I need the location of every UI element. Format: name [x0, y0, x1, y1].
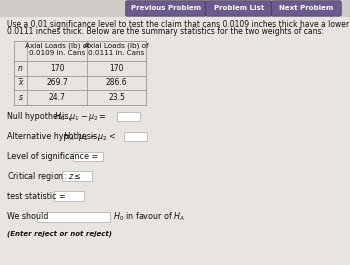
Text: 286.6: 286.6 — [106, 78, 127, 87]
Text: (Enter reject or not reject): (Enter reject or not reject) — [7, 231, 112, 237]
Text: $H_0$ in favour of $H_A$: $H_0$ in favour of $H_A$ — [113, 211, 185, 223]
Text: n: n — [18, 64, 23, 73]
Text: Previous Problem: Previous Problem — [131, 6, 201, 11]
Text: 0.0111 inches thick. Below are the summary statistics for the two weights of can: 0.0111 inches thick. Below are the summa… — [7, 26, 324, 36]
Text: 23.5: 23.5 — [108, 93, 125, 102]
Text: test statistic =: test statistic = — [7, 192, 66, 201]
Text: 170: 170 — [50, 64, 64, 73]
Text: Critical region: $z \leq$: Critical region: $z \leq$ — [7, 170, 82, 183]
Text: s: s — [19, 93, 23, 102]
Text: Next Problem: Next Problem — [279, 6, 333, 11]
Text: Use a 0.01 significance level to test the claim that cans 0.0109 inches thick ha: Use a 0.01 significance level to test th… — [7, 20, 350, 29]
Text: 170: 170 — [109, 64, 124, 73]
Text: Axial Loads (lb) of
0.0109 in. Cans: Axial Loads (lb) of 0.0109 in. Cans — [25, 42, 89, 56]
Text: Axial Loads (lb) of
0.0111 in. Cans: Axial Loads (lb) of 0.0111 in. Cans — [84, 42, 149, 56]
Text: $H_0 : \mu_1 - \mu_2 =$: $H_0 : \mu_1 - \mu_2 =$ — [54, 110, 107, 123]
Text: We should: We should — [7, 213, 48, 222]
Text: Problem List: Problem List — [214, 6, 264, 11]
Text: $H_A : \mu_1 - \mu_2 <$: $H_A : \mu_1 - \mu_2 <$ — [63, 130, 116, 143]
Text: x̅: x̅ — [19, 78, 23, 87]
Text: Alternative hypothesis,: Alternative hypothesis, — [7, 132, 102, 141]
Text: 269.7: 269.7 — [46, 78, 68, 87]
Text: Level of significance =: Level of significance = — [7, 152, 98, 161]
Text: 24.7: 24.7 — [49, 93, 65, 102]
Text: Null hypothesis,: Null hypothesis, — [7, 112, 73, 121]
